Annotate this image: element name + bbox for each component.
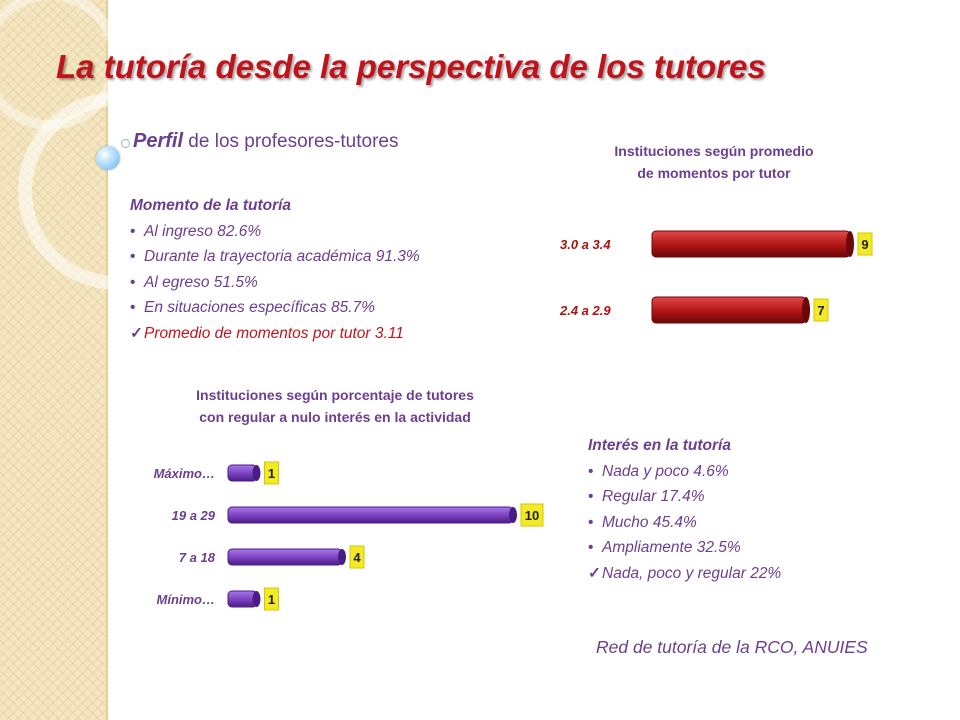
chart-title-line: de momentos por tutor bbox=[637, 165, 791, 181]
subtitle-lead: Perfil bbox=[133, 130, 184, 152]
decorative-ring-outer bbox=[0, 0, 120, 130]
bar bbox=[651, 296, 807, 324]
list-item: Al egreso 51.5% bbox=[130, 270, 420, 296]
page-title: La tutoría desde la perspectiva de los t… bbox=[56, 48, 766, 85]
bar bbox=[227, 506, 514, 524]
value-label-box bbox=[857, 232, 873, 256]
bar-end-cap bbox=[802, 297, 810, 323]
decorative-bubble-icon bbox=[96, 146, 120, 170]
bar-end-cap bbox=[338, 549, 346, 565]
chart-low-interest-percentage: Instituciones según porcentaje de tutore… bbox=[154, 387, 544, 611]
bar bbox=[651, 230, 851, 258]
interes-block: Interés en la tutoría Nada y poco 4.6% R… bbox=[588, 433, 781, 586]
momento-list: Al ingreso 82.6% Durante la trayectoria … bbox=[130, 219, 420, 321]
value-label-box bbox=[520, 503, 544, 527]
value-label: 1 bbox=[268, 592, 275, 607]
list-item: Durante la trayectoria académica 91.3% bbox=[130, 244, 420, 270]
subtitle-rest: de los profesores-tutores bbox=[183, 131, 399, 152]
section-subtitle: Perfil de los profesores-tutores bbox=[133, 130, 398, 153]
category-label: 7 a 18 bbox=[179, 550, 216, 565]
bar-end-cap bbox=[252, 465, 261, 481]
list-item: Regular 17.4% bbox=[588, 484, 781, 510]
chart-title-line: Instituciones según promedio bbox=[614, 143, 813, 159]
chart-moments-per-tutor: Instituciones según promedio de momentos … bbox=[559, 143, 873, 324]
value-label: 7 bbox=[817, 303, 824, 318]
bar bbox=[227, 464, 257, 482]
chart-title-line: Instituciones según porcentaje de tutore… bbox=[196, 387, 474, 403]
bar-end-cap bbox=[846, 231, 854, 257]
value-label: 9 bbox=[861, 237, 868, 252]
value-label-box bbox=[264, 461, 279, 485]
momento-block: Momento de la tutoría Al ingreso 82.6% D… bbox=[130, 193, 420, 346]
list-item: En situaciones específicas 85.7% bbox=[130, 295, 420, 321]
category-label: 19 a 29 bbox=[172, 508, 216, 523]
momento-heading: Momento de la tutoría bbox=[130, 197, 292, 214]
list-item: Al ingreso 82.6% bbox=[130, 219, 420, 245]
bar-end-cap bbox=[252, 591, 261, 607]
value-label-box bbox=[349, 545, 365, 569]
list-item: Ampliamente 32.5% bbox=[588, 535, 781, 561]
category-label: Máximo… bbox=[154, 466, 215, 481]
value-label: 1 bbox=[268, 466, 275, 481]
list-item: Nada y poco 4.6% bbox=[588, 459, 781, 485]
value-label-box bbox=[264, 587, 279, 611]
value-label-box bbox=[813, 298, 829, 322]
value-label: 4 bbox=[353, 550, 361, 565]
momento-average-check: Promedio de momentos por tutor 3.11 bbox=[130, 321, 420, 347]
source-credit: Red de tutoría de la RCO, ANUIES bbox=[596, 637, 868, 657]
list-item: Mucho 45.4% bbox=[588, 510, 781, 536]
value-label: 10 bbox=[525, 508, 539, 523]
interes-list: Nada y poco 4.6% Regular 17.4% Mucho 45.… bbox=[588, 459, 781, 561]
chart-title-line: con regular a nulo interés en la activid… bbox=[199, 409, 471, 425]
bar-end-cap bbox=[509, 507, 517, 523]
category-label: Mínimo… bbox=[157, 592, 216, 607]
interes-heading: Interés en la tutoría bbox=[588, 437, 731, 454]
bar bbox=[227, 548, 343, 566]
interes-summary-check: Nada, poco y regular 22% bbox=[588, 561, 781, 587]
bar bbox=[227, 590, 257, 608]
decorative-small-bubble-icon bbox=[121, 139, 130, 148]
category-label: 2.4 a 2.9 bbox=[559, 303, 611, 318]
category-label: 3.0 a 3.4 bbox=[560, 237, 611, 252]
